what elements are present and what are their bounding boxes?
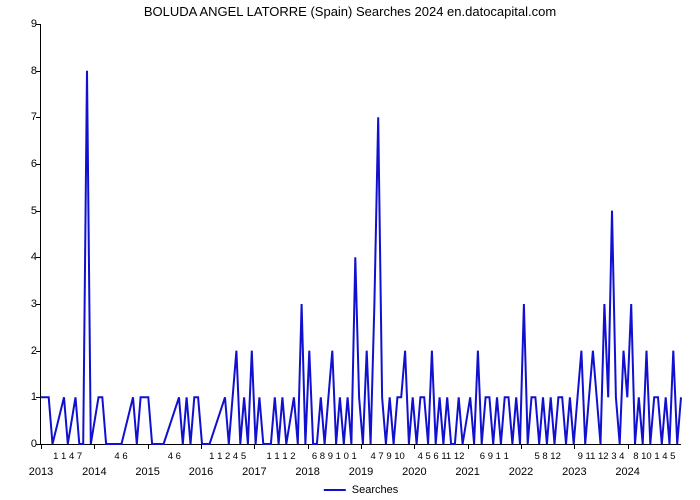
x-sublabel: 1 1 1 2 bbox=[266, 451, 295, 462]
legend-swatch bbox=[324, 489, 346, 491]
x-tick-mark bbox=[148, 444, 149, 449]
chart-title: BOLUDA ANGEL LATORRE (Spain) Searches 20… bbox=[0, 4, 700, 19]
y-tick-mark bbox=[36, 71, 41, 72]
y-tick-label: 9 bbox=[19, 18, 37, 30]
y-tick-mark bbox=[36, 397, 41, 398]
x-tick-year: 2021 bbox=[455, 466, 479, 478]
x-tick-mark bbox=[574, 444, 575, 449]
x-sublabel: 8 10 1 4 5 bbox=[633, 451, 675, 462]
y-tick-label: 6 bbox=[19, 158, 37, 170]
y-tick-label: 1 bbox=[19, 391, 37, 403]
x-sublabel: 4 6 bbox=[168, 451, 181, 462]
x-sublabel: 4 7 9 10 bbox=[370, 451, 404, 462]
y-tick-mark bbox=[36, 164, 41, 165]
x-sublabel: 9 11 12 3 4 bbox=[578, 451, 625, 462]
x-tick-year: 2020 bbox=[402, 466, 426, 478]
y-tick-mark bbox=[36, 304, 41, 305]
x-tick-year: 2014 bbox=[82, 466, 106, 478]
x-tick-mark bbox=[414, 444, 415, 449]
x-sublabel: 1 1 4 7 bbox=[53, 451, 82, 462]
x-tick-mark bbox=[468, 444, 469, 449]
x-tick-year: 2013 bbox=[29, 466, 53, 478]
x-tick-year: 2015 bbox=[135, 466, 159, 478]
x-tick-year: 2018 bbox=[295, 466, 319, 478]
x-tick-mark bbox=[308, 444, 309, 449]
plot-area: Searches 012345678920131 1 4 720144 6201… bbox=[40, 24, 681, 445]
y-tick-label: 0 bbox=[19, 438, 37, 450]
y-tick-label: 7 bbox=[19, 111, 37, 123]
x-sublabel: 6 9 1 1 bbox=[480, 451, 509, 462]
x-sublabel: 4 5 6 11 12 bbox=[418, 451, 465, 462]
y-tick-mark bbox=[36, 117, 41, 118]
x-tick-mark bbox=[41, 444, 42, 449]
legend: Searches bbox=[324, 484, 398, 496]
x-tick-year: 2022 bbox=[509, 466, 533, 478]
x-tick-mark bbox=[201, 444, 202, 449]
y-tick-mark bbox=[36, 211, 41, 212]
chart-container: BOLUDA ANGEL LATORRE (Spain) Searches 20… bbox=[0, 0, 700, 500]
x-tick-year: 2016 bbox=[189, 466, 213, 478]
x-tick-mark bbox=[628, 444, 629, 449]
x-tick-mark bbox=[361, 444, 362, 449]
y-tick-label: 3 bbox=[19, 298, 37, 310]
x-tick-year: 2023 bbox=[562, 466, 586, 478]
line-series bbox=[41, 24, 681, 444]
y-tick-label: 8 bbox=[19, 65, 37, 77]
x-sublabel: 4 6 bbox=[114, 451, 127, 462]
y-tick-mark bbox=[36, 24, 41, 25]
y-tick-mark bbox=[36, 351, 41, 352]
x-tick-mark bbox=[254, 444, 255, 449]
series-line bbox=[41, 71, 681, 444]
legend-label: Searches bbox=[352, 484, 398, 496]
x-tick-mark bbox=[521, 444, 522, 449]
x-tick-year: 2019 bbox=[349, 466, 373, 478]
y-tick-label: 5 bbox=[19, 205, 37, 217]
x-tick-year: 2017 bbox=[242, 466, 266, 478]
y-tick-mark bbox=[36, 257, 41, 258]
x-tick-year: 2024 bbox=[615, 466, 639, 478]
x-sublabel: 5 8 12 bbox=[534, 451, 560, 462]
y-tick-label: 4 bbox=[19, 251, 37, 263]
x-sublabel: 1 1 2 4 5 bbox=[209, 451, 246, 462]
y-tick-label: 2 bbox=[19, 345, 37, 357]
x-tick-mark bbox=[94, 444, 95, 449]
x-sublabel: 6 8 9 1 0 1 bbox=[312, 451, 357, 462]
